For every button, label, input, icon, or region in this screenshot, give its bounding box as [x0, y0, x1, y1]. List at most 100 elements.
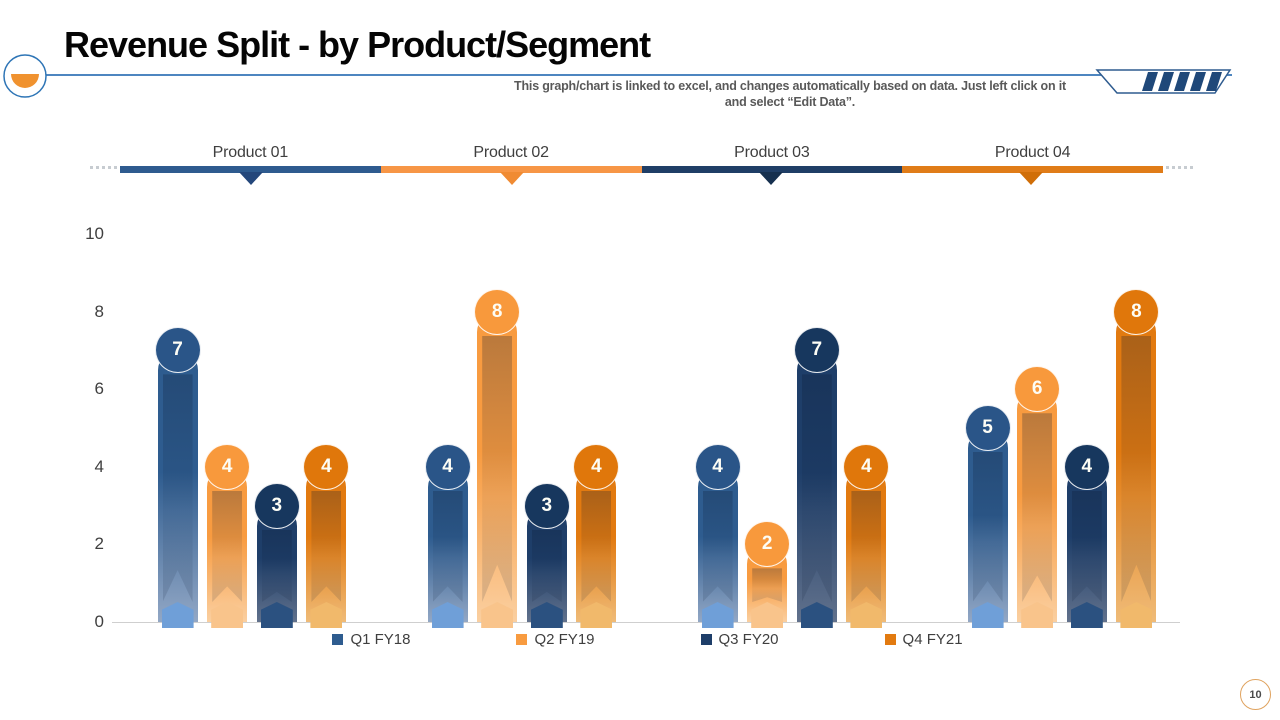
- bar-value-label: 7: [811, 339, 823, 361]
- product-02-arrow-icon: [500, 172, 524, 185]
- hatch-decor-icon: [1095, 69, 1232, 94]
- product-band-bar: [120, 166, 1163, 173]
- bar-product-02-q2-fy19: [477, 311, 518, 628]
- product-02-segment: [380, 166, 642, 173]
- product-01-label: Product 01: [212, 144, 289, 161]
- bar-inner-shading: [432, 490, 463, 602]
- legend-label: Q1 FY18: [350, 631, 411, 648]
- bar-inner-shading: [1022, 413, 1053, 602]
- product-03-segment: [641, 166, 903, 173]
- bar-inner-shading: [851, 490, 882, 602]
- bar-inner-shading: [311, 490, 342, 602]
- logo-icon: [3, 54, 47, 98]
- bar-product-02-q4-fy21: [576, 466, 617, 628]
- bar-value-label: 3: [541, 494, 553, 516]
- legend-label: Q3 FY20: [718, 631, 779, 648]
- bar-value-bubble: 8: [474, 288, 521, 335]
- y-axis-tick-label: 2: [94, 534, 104, 554]
- subtitle-line-2: and select “Edit Data”.: [724, 94, 856, 109]
- legend-item-q3-fy20: Q3 FY20: [700, 631, 779, 648]
- bar-value-bubble: 4: [204, 443, 251, 490]
- bar-base-pentagon-icon: [751, 601, 784, 628]
- bar-value-bubble: 4: [573, 443, 620, 490]
- legend-label: Q4 FY21: [902, 631, 963, 648]
- bar-inner-shading: [801, 374, 832, 602]
- bar-product-01-q2-fy19: [207, 466, 248, 628]
- y-axis-tick-label: 8: [94, 301, 104, 321]
- bar-value-label: 6: [1031, 378, 1043, 400]
- bar-inner-shading: [1121, 335, 1152, 602]
- product-band-labels: Product 01 Product 02 Product 03 Product…: [120, 144, 1163, 162]
- bar-value-label: 8: [491, 300, 503, 322]
- bar-base-pentagon-icon: [211, 601, 244, 628]
- product-04-segment: [902, 166, 1163, 173]
- bar-value-label: 4: [1081, 455, 1093, 477]
- page-number: 10: [1249, 688, 1262, 701]
- y-axis-tick-label: 4: [94, 456, 104, 476]
- bar-base-pentagon-icon: [161, 601, 194, 628]
- bar-value-label: 2: [761, 533, 773, 555]
- legend-swatch-icon: [516, 634, 528, 645]
- bar-value-bubble: 4: [424, 443, 471, 490]
- legend-swatch-icon: [700, 634, 712, 645]
- bar-value-label: 3: [271, 494, 283, 516]
- bar-value-bubble: 2: [744, 521, 791, 568]
- title-underline: [26, 74, 1232, 76]
- bar-product-03-q3-fy20: [796, 350, 837, 628]
- bar-value-label: 4: [221, 455, 233, 477]
- bar-inner-shading: [972, 452, 1003, 602]
- bar-inner-shading: [1071, 490, 1102, 602]
- bar-product-02-q1-fy18: [427, 466, 468, 628]
- bar-base-pentagon-icon: [431, 601, 464, 628]
- bar-inner-shading: [752, 568, 783, 602]
- chart-legend: Q1 FY18 Q2 FY19 Q3 FY20 Q4 FY21: [115, 631, 1180, 648]
- page-title: Revenue Split - by Product/Segment: [64, 24, 651, 65]
- y-axis-tick-label: 6: [94, 379, 104, 399]
- y-axis-tick-label: 0: [94, 612, 104, 631]
- bar-inner-shading: [482, 335, 513, 602]
- product-01-arrow-icon: [239, 172, 263, 185]
- legend-label: Q2 FY19: [534, 631, 595, 648]
- slide-subtitle: This graph/chart is linked to excel, and…: [470, 79, 1110, 110]
- bar-product-04-q2-fy19: [1017, 389, 1058, 628]
- bar-inner-shading: [261, 529, 292, 602]
- bar-inner-shading: [702, 490, 733, 602]
- product-01-segment: [120, 166, 381, 173]
- product-04-arrow-icon: [1019, 172, 1043, 185]
- bar-value-bubble: 8: [1113, 288, 1160, 335]
- bar-value-bubble: 4: [303, 443, 350, 490]
- bar-value-bubble: 7: [154, 327, 201, 374]
- bar-value-bubble: 4: [843, 443, 890, 490]
- bar-base-pentagon-icon: [800, 601, 833, 628]
- x-axis-line: [112, 622, 1180, 623]
- bar-base-pentagon-icon: [310, 601, 343, 628]
- bar-value-bubble: 4: [694, 443, 741, 490]
- bar-product-03-q4-fy21: [846, 466, 887, 628]
- y-axis-tick-label: 10: [85, 224, 104, 243]
- bar-product-03-q1-fy18: [697, 466, 738, 628]
- bar-base-pentagon-icon: [580, 601, 613, 628]
- bar-product-04-q3-fy20: [1066, 466, 1107, 628]
- legend-swatch-icon: [332, 634, 344, 645]
- legend-item-q1-fy18: Q1 FY18: [332, 631, 410, 648]
- bar-base-pentagon-icon: [260, 601, 293, 628]
- bar-product-04-q1-fy18: [967, 428, 1008, 628]
- bar-product-01-q4-fy21: [306, 466, 347, 628]
- bar-base-pentagon-icon: [530, 601, 563, 628]
- bar-inner-shading: [212, 490, 243, 602]
- bar-value-label: 4: [442, 455, 453, 477]
- bar-value-label: 4: [591, 455, 602, 477]
- bar-value-bubble: 6: [1014, 366, 1061, 413]
- page-number-badge: 10: [1240, 679, 1271, 710]
- bar-base-pentagon-icon: [1120, 601, 1153, 628]
- bar-value-label: 4: [712, 455, 723, 477]
- subtitle-line-1: This graph/chart is linked to excel, and…: [514, 79, 1066, 93]
- bar-value-label: 8: [1131, 300, 1142, 322]
- bar-value-bubble: 3: [253, 482, 300, 529]
- bar-inner-shading: [162, 374, 193, 602]
- product-03-label: Product 03: [734, 144, 810, 161]
- bar-inner-shading: [531, 529, 562, 602]
- legend-item-q4-fy21: Q4 FY21: [884, 631, 963, 648]
